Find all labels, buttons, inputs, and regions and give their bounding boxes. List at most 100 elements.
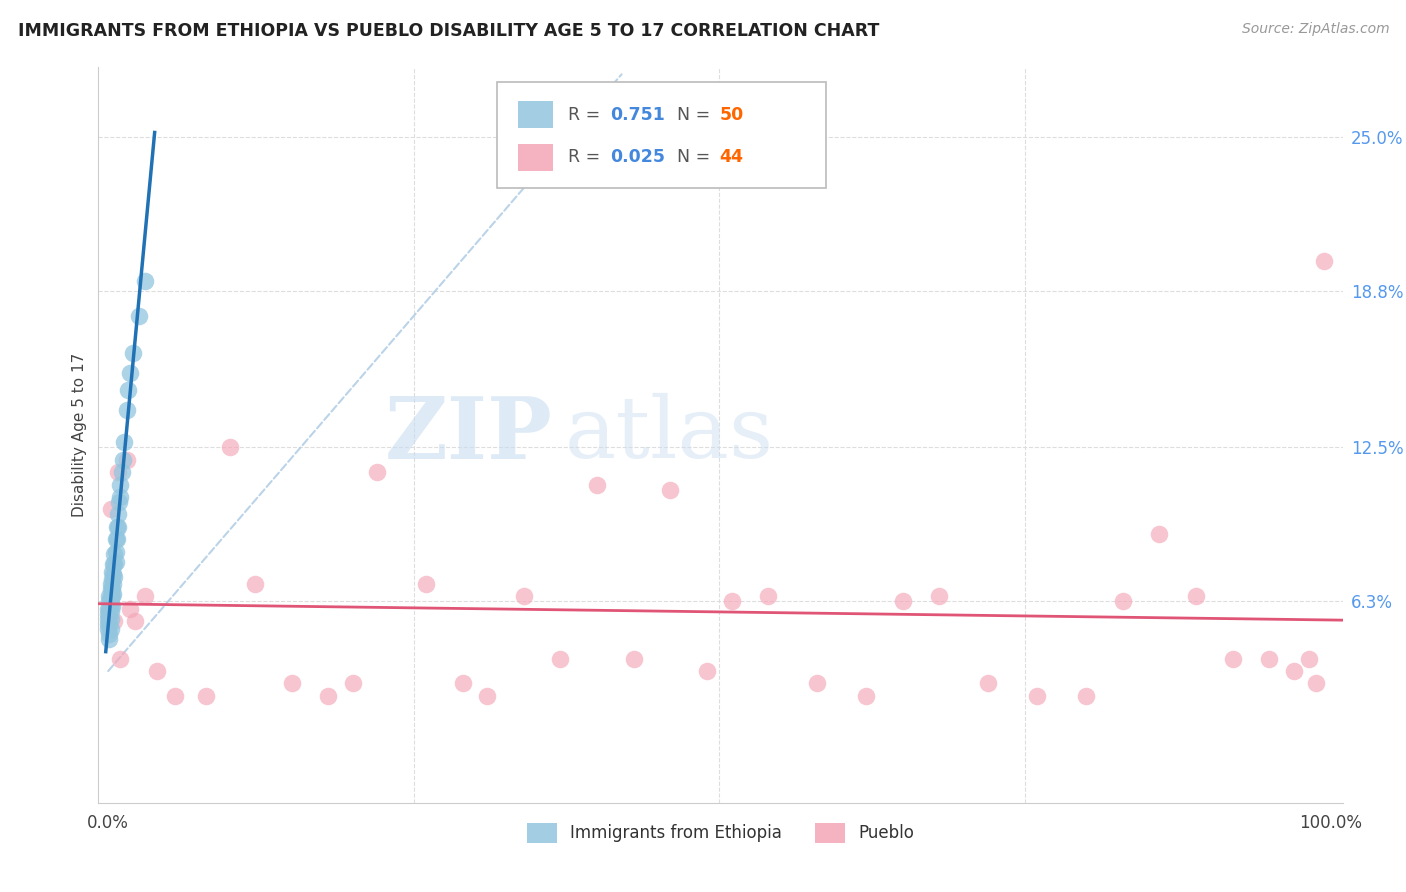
Point — [104, 555, 127, 569]
Text: 50: 50 — [720, 106, 744, 124]
Point — [101, 599, 124, 614]
Point — [97, 612, 120, 626]
Point — [98, 626, 121, 640]
Text: 44: 44 — [720, 148, 744, 167]
Point — [475, 689, 498, 703]
Point — [451, 676, 474, 690]
Point — [146, 664, 169, 678]
Point — [117, 383, 139, 397]
Point — [696, 664, 718, 678]
Text: N =: N = — [678, 106, 716, 124]
Point — [100, 612, 122, 626]
Point — [101, 567, 124, 582]
Point — [101, 577, 124, 591]
Point — [98, 616, 121, 631]
Point — [659, 483, 682, 497]
Point — [100, 590, 122, 604]
Text: 0.025: 0.025 — [610, 148, 665, 167]
Point — [98, 590, 121, 604]
Point — [101, 572, 124, 586]
Point — [120, 602, 142, 616]
Text: N =: N = — [678, 148, 716, 167]
Point — [111, 452, 134, 467]
Point — [121, 346, 143, 360]
Point — [101, 587, 124, 601]
Text: 0.751: 0.751 — [610, 106, 665, 124]
Point — [98, 609, 121, 624]
Point — [97, 607, 120, 621]
Point — [1313, 253, 1336, 268]
Point — [100, 604, 122, 618]
Point — [111, 465, 134, 479]
Point — [103, 569, 125, 583]
Point — [103, 547, 125, 561]
Point — [243, 577, 266, 591]
Y-axis label: Disability Age 5 to 17: Disability Age 5 to 17 — [72, 352, 87, 517]
Point — [98, 602, 121, 616]
Point — [280, 676, 302, 690]
Point — [107, 508, 129, 522]
Point — [100, 597, 122, 611]
Point — [134, 274, 156, 288]
Point — [107, 520, 129, 534]
Point — [1258, 651, 1281, 665]
Point — [105, 533, 128, 547]
Bar — [517, 102, 553, 128]
Point — [720, 594, 742, 608]
Point — [1298, 651, 1320, 665]
Point — [112, 435, 135, 450]
Point — [103, 615, 125, 629]
Point — [97, 622, 120, 636]
Legend: Immigrants from Ethiopia, Pueblo: Immigrants from Ethiopia, Pueblo — [520, 816, 921, 850]
Point — [1149, 527, 1171, 541]
Point — [101, 590, 124, 604]
Point — [100, 502, 122, 516]
Point — [415, 577, 437, 591]
Point — [928, 590, 950, 604]
Point — [550, 651, 572, 665]
Point — [1222, 651, 1244, 665]
Point — [806, 676, 828, 690]
Point — [103, 557, 125, 571]
Point — [1112, 594, 1135, 608]
Point — [586, 477, 609, 491]
Point — [1305, 676, 1327, 690]
Text: R =: R = — [568, 148, 605, 167]
Point — [891, 594, 914, 608]
Point — [120, 366, 142, 380]
Point — [110, 477, 132, 491]
Point — [110, 651, 132, 665]
Point — [108, 495, 131, 509]
Point — [165, 689, 187, 703]
Point — [513, 590, 536, 604]
Point — [97, 616, 120, 631]
Point — [98, 594, 121, 608]
Point — [366, 465, 388, 479]
Point — [105, 520, 128, 534]
Text: IMMIGRANTS FROM ETHIOPIA VS PUEBLO DISABILITY AGE 5 TO 17 CORRELATION CHART: IMMIGRANTS FROM ETHIOPIA VS PUEBLO DISAB… — [18, 22, 880, 40]
Point — [100, 622, 122, 636]
Point — [855, 689, 877, 703]
Point — [107, 465, 129, 479]
Point — [756, 590, 779, 604]
Text: Source: ZipAtlas.com: Source: ZipAtlas.com — [1241, 22, 1389, 37]
Point — [100, 582, 122, 596]
Point — [1074, 689, 1097, 703]
Point — [98, 632, 121, 646]
Text: ZIP: ZIP — [385, 392, 553, 477]
Point — [101, 557, 124, 571]
Point — [977, 676, 1000, 690]
Point — [124, 615, 146, 629]
Text: R =: R = — [568, 106, 605, 124]
Point — [104, 544, 127, 558]
Point — [97, 602, 120, 616]
Point — [115, 403, 138, 417]
Point — [623, 651, 645, 665]
Point — [342, 676, 364, 690]
Point — [219, 440, 242, 454]
Point — [104, 533, 127, 547]
FancyBboxPatch shape — [496, 81, 827, 188]
Point — [1282, 664, 1305, 678]
Point — [101, 565, 124, 579]
Point — [128, 309, 150, 323]
